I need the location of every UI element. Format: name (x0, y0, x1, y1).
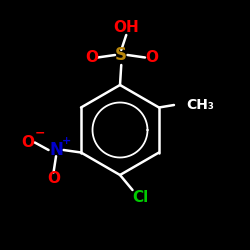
Text: Cl: Cl (132, 190, 148, 205)
Text: O: O (47, 171, 60, 186)
Text: N: N (49, 141, 63, 159)
Text: O: O (21, 135, 34, 150)
Text: +: + (62, 136, 71, 146)
Text: CH₃: CH₃ (186, 98, 214, 112)
Text: O: O (85, 50, 98, 65)
Text: O: O (145, 50, 158, 65)
Text: OH: OH (114, 20, 139, 35)
Text: −: − (34, 126, 45, 140)
Text: S: S (115, 46, 127, 64)
